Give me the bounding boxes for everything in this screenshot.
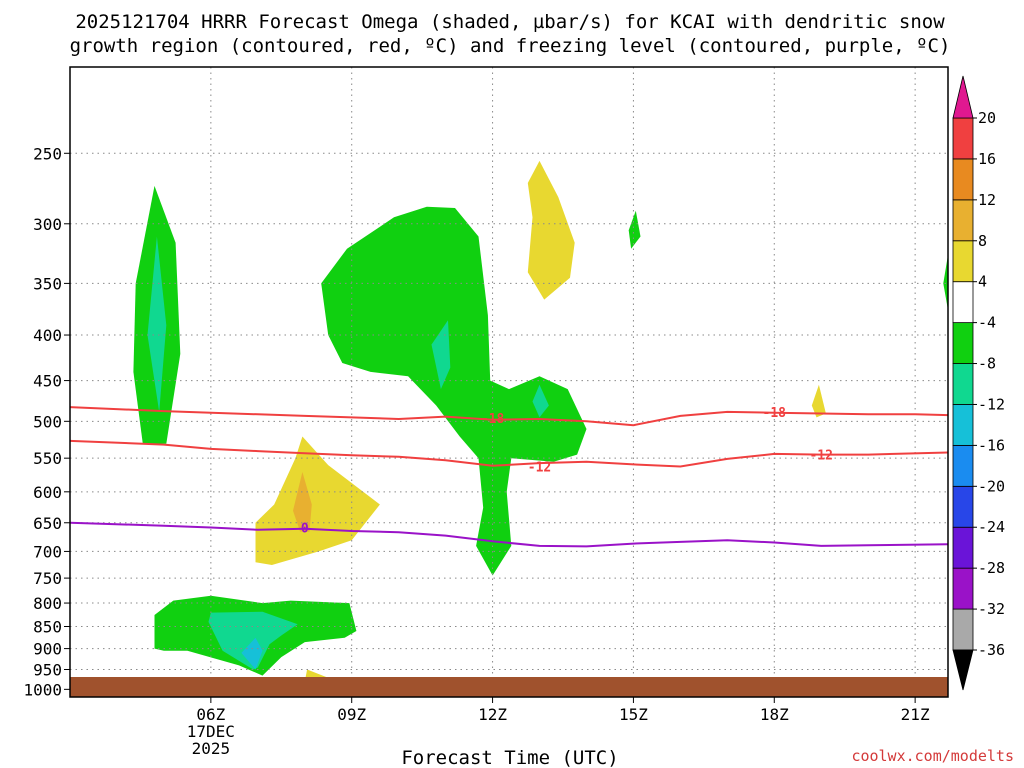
y-tick-label-800: 800 (33, 594, 62, 613)
chart-title-line-2: growth region (contoured, red, ºC) and f… (70, 35, 951, 57)
y-tick-label-300: 300 (33, 215, 62, 234)
isotherm-label--18-1: -18 (481, 412, 505, 427)
ground-surface (70, 677, 948, 697)
colorbar-band--16 (952, 404, 974, 446)
freezing-level-label-0-1: 0 (301, 521, 309, 536)
y-tick-label-450: 450 (33, 372, 62, 391)
x-tick-label-18Z: 18Z (760, 705, 789, 724)
colorbar-band-16 (952, 117, 974, 160)
y-tick-label-350: 350 (33, 274, 62, 293)
source-credit: coolwx.com/modelts (851, 747, 1014, 765)
omega-region-11 (293, 472, 312, 532)
pressure-axis: 250 300 350 400 450 500 550 600 650 700 750 800 850 9… (23, 144, 70, 699)
isotherm-line--18 (69, 406, 949, 427)
omega-region-8 (527, 160, 575, 300)
colorbar-band--28 (952, 526, 974, 569)
y-tick-label-250: 250 (33, 144, 62, 163)
colorbar-over-arrow (952, 75, 974, 119)
isotherm-label--12-1: -12 (528, 461, 551, 476)
colorbar-band--4 (952, 281, 974, 324)
omega-shading (133, 160, 948, 682)
colorbar-band--12 (952, 363, 974, 405)
colorbar-label--12: -12 (978, 395, 1005, 413)
colorbar-band--32 (952, 567, 974, 610)
y-tick-label-600: 600 (33, 483, 62, 502)
x-tick-date: 17DEC (187, 722, 235, 741)
colorbar-label--20: -20 (978, 477, 1005, 495)
plot-frame (69, 66, 949, 698)
y-tick-label-550: 550 (33, 449, 62, 468)
omega-region-2 (147, 236, 167, 412)
omega-region-15 (241, 637, 263, 670)
colorbar-label--16: -16 (978, 436, 1005, 454)
colorbar-band--8 (952, 322, 974, 364)
omega-region-5 (532, 384, 549, 418)
y-tick-label-1000: 1000 (23, 680, 62, 699)
omega-colorbar: -36 -32 -28 -24 -20 -16 -12 -8 -4 4 8 12 16 20 (952, 75, 1005, 691)
colorbar-label-8: 8 (978, 232, 987, 250)
colorbar-under-arrow (952, 649, 974, 691)
isotherm-label--18-2: -18 (763, 406, 787, 421)
x-axis-label: Forecast Time (UTC) (401, 747, 618, 768)
colorbar-band-8 (952, 199, 974, 242)
colorbar-label--36: -36 (978, 641, 1005, 659)
colorbar-label-20: 20 (978, 109, 996, 127)
colorbar-band--24 (952, 485, 974, 528)
isotherm-label--12-2: -12 (809, 449, 832, 464)
colorbar-label-4: 4 (978, 273, 987, 291)
omega-region-4 (431, 320, 451, 390)
x-tick-label-15Z: 15Z (619, 705, 648, 724)
colorbar-band--36 (952, 608, 974, 651)
colorbar-label--32: -32 (978, 600, 1005, 618)
isotherm-contours: -18 -18 -12 -12 0 (69, 406, 949, 548)
omega-region-6 (628, 210, 641, 249)
colorbar-band--20 (952, 444, 974, 487)
y-tick-label-700: 700 (33, 542, 62, 561)
y-tick-label-950: 950 (33, 661, 62, 680)
x-tick-year: 2025 (192, 739, 231, 758)
plot-area-background (70, 67, 948, 697)
colorbar-label--4: -4 (978, 314, 996, 332)
y-tick-label-850: 850 (33, 617, 62, 636)
omega-region-7 (943, 254, 948, 311)
colorbar-band-4 (952, 240, 974, 283)
colorbar-label--8: -8 (978, 355, 996, 373)
colorbar-label--24: -24 (978, 518, 1005, 536)
isotherm-line--12 (69, 439, 949, 468)
y-tick-label-900: 900 (33, 640, 62, 659)
x-tick-label-12Z: 12Z (478, 705, 507, 724)
freezing-level-line-0 (69, 521, 949, 548)
x-tick-label-06Z: 06Z (196, 705, 225, 724)
chart-title-line-1: 2025121704 HRRR Forecast Omega (shaded, … (75, 11, 945, 33)
y-tick-label-650: 650 (33, 514, 62, 533)
colorbar-band-12 (952, 158, 974, 201)
x-tick-label-09Z: 09Z (337, 705, 366, 724)
x-tick-label-21Z: 21Z (901, 705, 930, 724)
omega-region-3 (321, 206, 587, 576)
omega-region-9 (811, 384, 826, 418)
y-tick-label-500: 500 (33, 412, 62, 431)
omega-region-10 (255, 436, 380, 565)
y-tick-label-750: 750 (33, 569, 62, 588)
y-tick-label-400: 400 (33, 326, 62, 345)
colorbar-label-12: 12 (978, 191, 996, 209)
colorbar-label--28: -28 (978, 559, 1005, 577)
colorbar-label-16: 16 (978, 150, 996, 168)
